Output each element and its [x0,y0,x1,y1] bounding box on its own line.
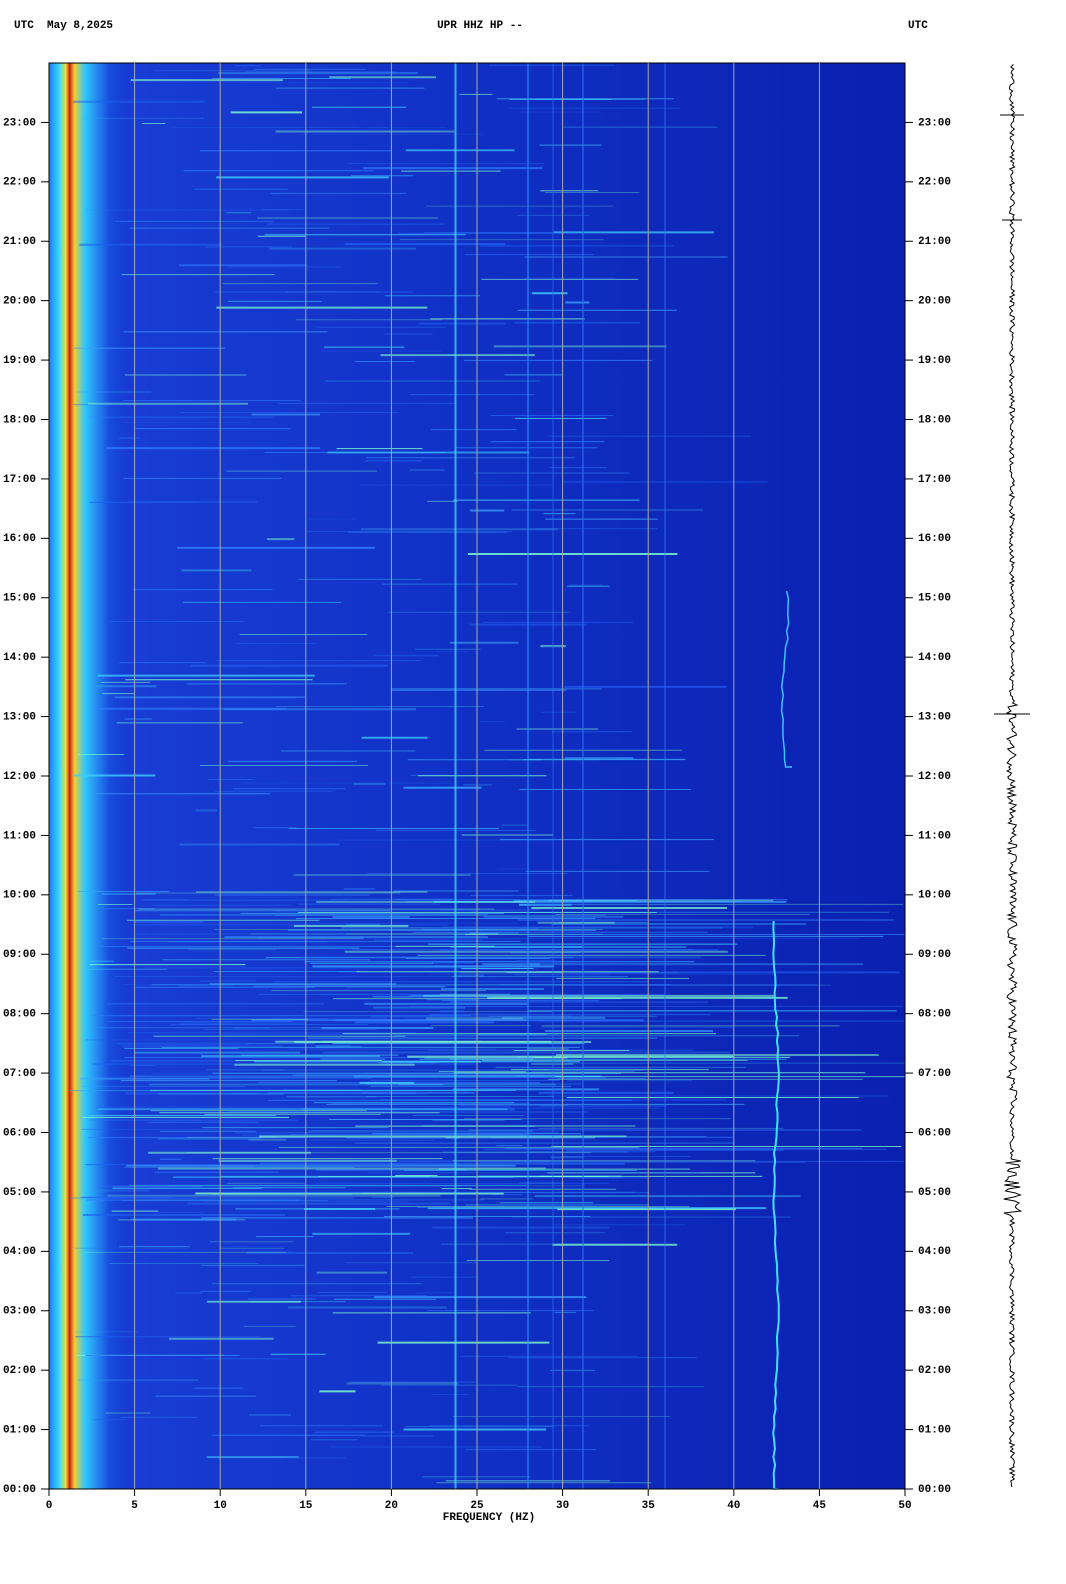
y-tick-label-right: 20:00 [918,296,951,308]
header-right: UTC [908,20,928,32]
y-tick-label-right: 04:00 [918,1246,951,1258]
y-tick-label-right: 07:00 [918,1068,951,1080]
y-tick-label-right: 09:00 [918,949,951,961]
x-tick-label: 45 [813,1500,827,1512]
x-tick-label: 25 [470,1500,484,1512]
x-tick-label: 40 [727,1500,740,1512]
y-tick-label: 21:00 [3,236,36,248]
y-tick-label-right: 05:00 [918,1187,951,1199]
y-tick-label: 14:00 [3,652,36,664]
y-tick-label-right: 19:00 [918,355,951,367]
y-tick-label: 05:00 [3,1187,36,1199]
tonal-trace [772,920,780,1490]
y-tick-label: 10:00 [3,890,36,902]
chart-title: UPR HHZ HP -- [437,20,523,32]
y-tick-label: 16:00 [3,533,36,545]
x-tick-label: 20 [385,1500,398,1512]
tonal-trace [780,590,792,768]
x-tick-label: 35 [642,1500,656,1512]
y-tick-label: 01:00 [3,1424,36,1436]
x-tick-label: 30 [556,1500,569,1512]
y-tick-label: 08:00 [3,1009,36,1021]
x-tick-label: 50 [898,1500,911,1512]
y-tick-label-right: 10:00 [918,890,951,902]
y-tick-label: 00:00 [3,1484,36,1496]
y-tick-label: 23:00 [3,117,36,129]
y-tick-label-right: 00:00 [918,1484,951,1496]
y-tick-label-right: 13:00 [918,711,951,723]
y-tick-label-right: 02:00 [918,1365,951,1377]
y-tick-label: 22:00 [3,177,36,189]
axes: 0 5 10 15 20 25 30 35 40 45 50 00:00 00:00 01:00 01:00… [3,62,951,1512]
y-tick-label: 18:00 [3,414,36,426]
spectrogram-image [49,63,1030,1490]
y-tick-label-right: 23:00 [918,117,951,129]
y-tick-label: 04:00 [3,1246,36,1258]
x-tick-label: 15 [299,1500,313,1512]
y-tick-label-right: 16:00 [918,533,951,545]
y-tick-label: 20:00 [3,296,36,308]
y-tick-label-right: 21:00 [918,236,951,248]
header-left: UTC May 8,2025 [14,20,113,32]
y-tick-label: 17:00 [3,474,36,486]
y-tick-label: 15:00 [3,593,36,605]
y-tick-label: 11:00 [3,830,36,842]
y-tick-label: 09:00 [3,949,36,961]
y-tick-label: 19:00 [3,355,36,367]
y-tick-label-right: 18:00 [918,414,951,426]
y-tick-label-right: 11:00 [918,830,951,842]
x-tick-label: 5 [131,1500,138,1512]
y-tick-label: 12:00 [3,771,36,783]
x-tick-label: 0 [46,1500,53,1512]
y-tick-label: 07:00 [3,1068,36,1080]
y-tick-label: 03:00 [3,1306,36,1318]
y-tick-label-right: 14:00 [918,652,951,664]
y-tick-label: 06:00 [3,1127,36,1139]
y-tick-label-right: 08:00 [918,1009,951,1021]
x-axis-label: FREQUENCY (HZ) [443,1512,535,1524]
y-tick-label-right: 01:00 [918,1424,951,1436]
y-tick-label-right: 06:00 [918,1127,951,1139]
y-tick-label-right: 12:00 [918,771,951,783]
y-tick-label-right: 03:00 [918,1306,951,1318]
y-tick-label-right: 22:00 [918,177,951,189]
y-tick-label-right: 17:00 [918,474,951,486]
x-tick-label: 10 [214,1500,227,1512]
seismogram [1003,64,1023,1488]
y-tick-label-right: 15:00 [918,593,951,605]
y-tick-label: 13:00 [3,711,36,723]
y-tick-label: 02:00 [3,1365,36,1377]
